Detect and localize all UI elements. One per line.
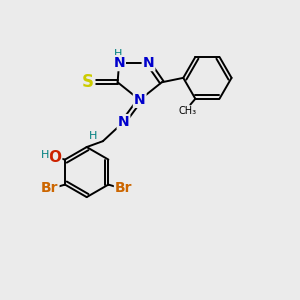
Text: N: N	[118, 115, 129, 129]
Text: Br: Br	[115, 181, 132, 195]
Text: S: S	[82, 73, 94, 91]
Text: H: H	[41, 150, 49, 160]
Text: CH₃: CH₃	[179, 106, 197, 116]
Text: N: N	[143, 56, 154, 70]
Text: N: N	[113, 56, 125, 70]
Text: O: O	[48, 150, 61, 165]
Text: H: H	[89, 131, 98, 141]
Text: Br: Br	[41, 181, 58, 195]
Text: H: H	[114, 49, 123, 59]
Text: N: N	[134, 93, 146, 107]
